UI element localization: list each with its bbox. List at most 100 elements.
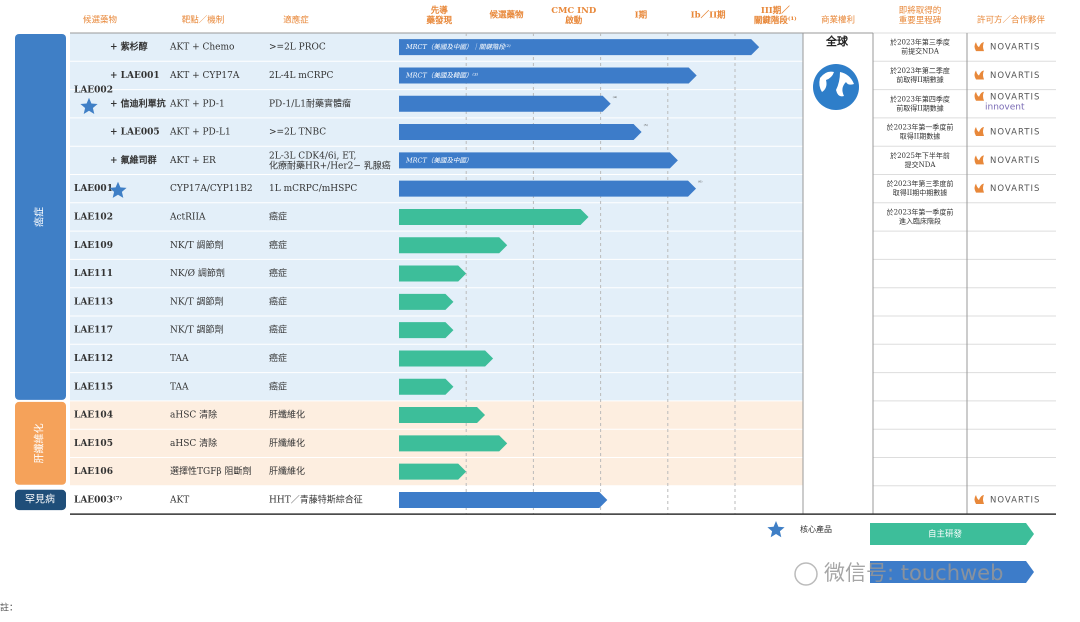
combo: + LAE001 [110, 71, 160, 81]
drug-name: LAE104 [74, 411, 113, 421]
mechanism: 選擇性TGFβ 阻斷劑 [170, 465, 252, 477]
mechanism: TAA [170, 382, 189, 392]
mechanism: AKT + Chemo [169, 43, 234, 53]
milestone: 於2025年下半年前提交NDA [890, 151, 950, 169]
header-phase: Ib／II期 [691, 10, 726, 21]
drug-name: LAE102 [74, 212, 113, 222]
partner-icon [974, 42, 984, 52]
partner-name: NOVARTIS [990, 184, 1040, 194]
header-partner: 許可方／合作夥伴 [977, 15, 1046, 26]
progress-bar [399, 95, 611, 112]
partner-name: NOVARTIS [990, 495, 1040, 505]
combo: + 紫杉醇 [110, 41, 148, 53]
header-phase: 候選藥物 [490, 10, 525, 21]
header-phase: CMC IND 啟動 [551, 6, 597, 26]
progress-bar [399, 463, 467, 480]
group-label: 癌症 [33, 207, 46, 227]
partner-icon [974, 494, 984, 504]
indication: 癌症 [269, 267, 287, 279]
progress-bar [399, 39, 760, 56]
progress-bar [399, 237, 508, 254]
partner-icon [974, 91, 984, 101]
combo: + LAE005 [110, 128, 160, 138]
partner-icon [974, 183, 984, 193]
progress-bar [399, 491, 608, 508]
drug-name: LAE117 [74, 326, 113, 336]
indication: 癌症 [269, 352, 287, 364]
group-box [15, 34, 66, 400]
progress-bar [399, 124, 642, 141]
partner-name: NOVARTIS [990, 71, 1040, 81]
drug-name: LAE105 [74, 439, 113, 449]
watermark: 微信号: touchweb [824, 561, 1003, 585]
drug-name: LAE106 [74, 467, 113, 477]
indication: 肝纖維化 [269, 465, 305, 477]
group-label: 罕見病 [25, 492, 55, 505]
bar-label: MRCT（美國及中國） [405, 156, 472, 164]
partner-name: NOVARTIS [990, 128, 1040, 138]
mechanism: TAA [170, 354, 189, 364]
progress-bar [399, 152, 678, 169]
indication: 2L-4L mCRPC [269, 71, 334, 81]
drug-name: LAE111 [74, 269, 113, 279]
mechanism: aHSC 清除 [170, 437, 217, 449]
mechanism: NK/T 調節劑 [170, 239, 224, 251]
progress-bar [399, 322, 454, 339]
partner-name: NOVARTIS [990, 156, 1040, 166]
milestone: 於2023年第三季度前提交NDA [890, 38, 950, 56]
mechanism: NK/T 調節劑 [170, 324, 224, 336]
core-star [767, 521, 785, 538]
mechanism: aHSC 清除 [170, 409, 217, 421]
indication: 肝纖維化 [269, 409, 305, 421]
indication: 肝纖維化 [269, 437, 305, 449]
drug-name: LAE002 [74, 85, 113, 95]
milestone: 於2023年第一季度前進入臨床階段 [887, 207, 954, 225]
progress-bar [399, 265, 467, 282]
indication: 癌症 [269, 380, 287, 392]
drug-name: LAE112 [74, 354, 113, 364]
header-phase: 先導藥發現 [426, 5, 453, 26]
globe-land [819, 71, 854, 97]
progress-bar [399, 407, 486, 424]
legend-swatch [870, 523, 1034, 545]
header-phase: I期 [635, 10, 648, 21]
bar-label: ⁽⁶⁾ [698, 180, 702, 186]
progress-bar [399, 435, 508, 452]
combo: + 信迪利單抗 [110, 97, 166, 109]
progress-bar [399, 67, 697, 84]
core-star [80, 97, 98, 114]
mechanism: NK/T 調節劑 [170, 295, 224, 307]
mechanism: AKT [169, 495, 189, 505]
indication: 癌症 [269, 210, 287, 222]
combo: + 氟維司群 [110, 154, 157, 166]
progress-bar [399, 180, 697, 197]
drug-name: LAE001 [74, 184, 113, 194]
mechanism: AKT + ER [169, 156, 216, 166]
indication: PD-1/L1耐藥實體瘤 [269, 97, 351, 109]
partner-icon [974, 70, 984, 80]
mechanism: AKT + CYP17A [169, 71, 240, 81]
milestone: 於2023年第一季度前取得II期數據 [887, 123, 954, 141]
partner-name: NOVARTIS [990, 92, 1040, 102]
group-box [15, 489, 66, 511]
mechanism: NK/Ø 調節劑 [170, 267, 225, 279]
indication: 2L-3L CDK4/6i, ET,化療耐藥HR+/Her2− 乳腺癌 [269, 151, 391, 171]
drug-name: LAE003⁽⁷⁾ [74, 494, 123, 505]
header-rights: 商業權利 [821, 15, 855, 26]
partner-name: NOVARTIS [990, 43, 1040, 53]
header-mechanism: 靶點／機制 [182, 15, 225, 26]
drug-name: LAE109 [74, 241, 113, 251]
indication: >=2L TNBC [269, 128, 326, 138]
partner-icon [974, 155, 984, 165]
header-drug: 候選藥物 [83, 15, 118, 26]
mechanism: CYP17A/CYP11B2 [170, 184, 253, 194]
indication: 癌症 [269, 324, 287, 336]
bar-label: MRCT（美國及中國）｜關鍵階段⁽²⁾ [405, 43, 511, 51]
footnote: 註： [0, 602, 18, 614]
partner-icon [974, 127, 984, 137]
bar-label: ⁽⁵⁾ [644, 124, 648, 130]
bar-label: MRCT（美國及韓國）⁽³⁾ [405, 71, 479, 79]
milestone: 於2023年第四季度前取得II期數據 [890, 94, 950, 112]
indication: 癌症 [269, 239, 287, 251]
